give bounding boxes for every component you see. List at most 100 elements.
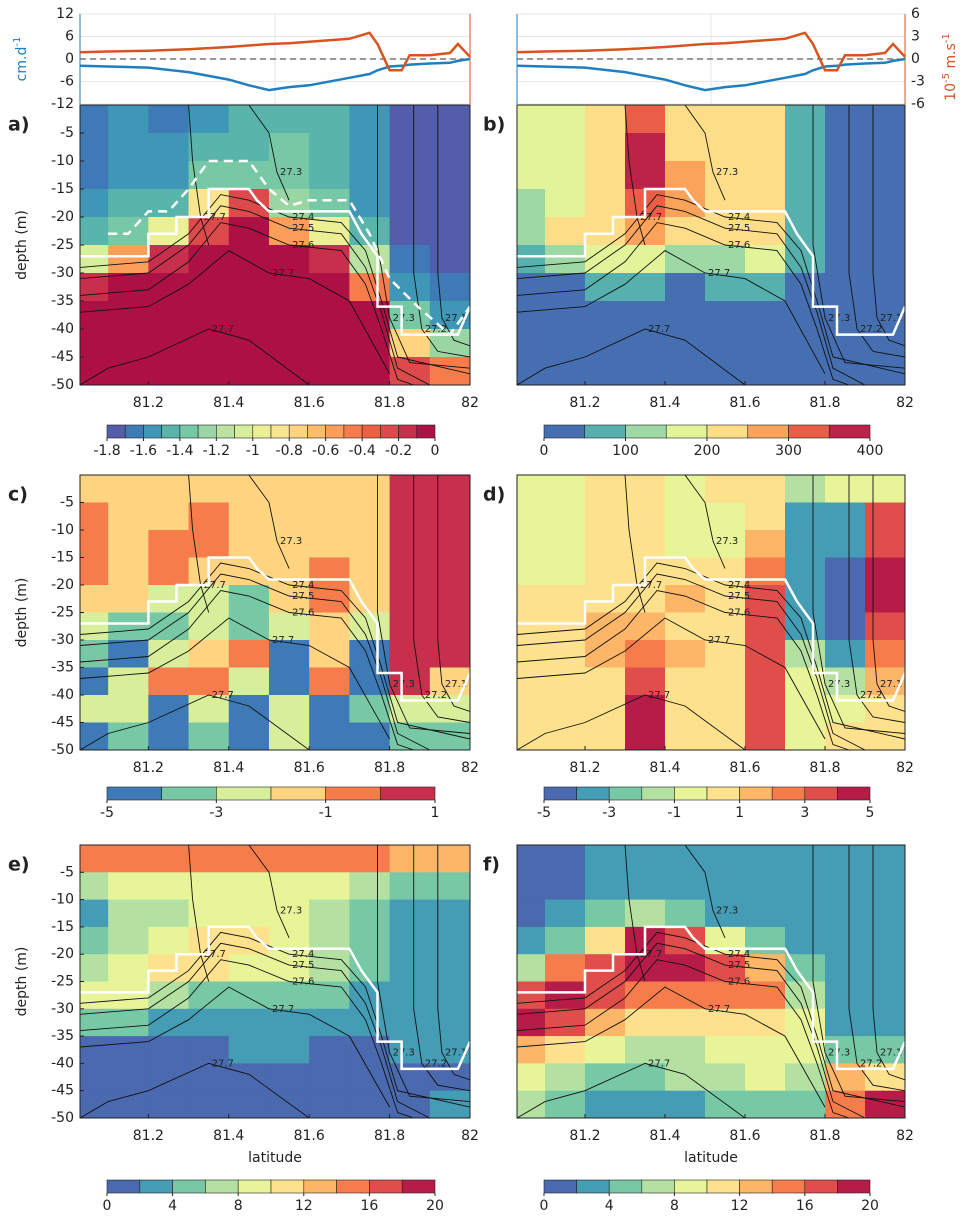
field-cell <box>825 557 866 586</box>
isopycnal-label: 27.5 <box>728 591 750 602</box>
field-cell <box>517 557 546 586</box>
field-cell <box>785 695 826 724</box>
colorbar-band <box>336 1179 370 1194</box>
field-cell <box>865 981 905 1010</box>
x-tick-label: 82 <box>461 760 479 776</box>
field-cell <box>665 217 706 246</box>
field-cell <box>349 899 391 928</box>
colorbar-band <box>307 424 326 439</box>
field-cell <box>349 722 391 750</box>
x-tick-label: 82 <box>896 760 914 776</box>
field-cell <box>389 872 431 901</box>
isopycnal-label: 27.3 <box>716 167 738 178</box>
colorbar-tick-label: 8 <box>670 1198 679 1214</box>
field-cell <box>228 301 270 330</box>
field-cell <box>665 357 706 385</box>
y2-tick-label: -6 <box>911 96 925 112</box>
field-cell <box>349 695 391 724</box>
field-cell <box>349 1036 391 1064</box>
field-cell <box>865 133 905 162</box>
isopycnal-label: 27.3 <box>280 536 302 547</box>
field-cell <box>389 530 431 559</box>
field-cell <box>108 357 149 385</box>
field-cell <box>309 189 350 218</box>
field-cell <box>785 981 826 1010</box>
field-cell <box>349 845 391 873</box>
field-cell <box>188 1036 230 1064</box>
field-cell <box>545 981 586 1010</box>
field-cell <box>825 245 866 274</box>
field-cell <box>785 105 826 134</box>
field-cell <box>665 926 706 955</box>
field-cell <box>429 357 470 385</box>
isopycnal <box>80 959 414 1118</box>
field-cell <box>585 585 626 614</box>
isopycnal-label: 27.7 <box>212 690 234 701</box>
colorbar-band <box>106 786 162 801</box>
isopycnal <box>517 1062 746 1118</box>
field-cell <box>825 357 866 385</box>
isopycnal-label: 27.6 <box>292 240 314 251</box>
field-cell <box>585 872 626 901</box>
field-cell <box>665 133 706 162</box>
field-cell <box>429 133 470 162</box>
y-tick-label: -30 <box>51 1001 74 1017</box>
field-cell <box>148 475 190 504</box>
field-cell <box>108 1063 149 1092</box>
field-cell <box>349 161 391 190</box>
colorbar-band <box>343 424 363 439</box>
field-cell <box>80 301 109 330</box>
field-cell <box>108 899 149 928</box>
field-cell <box>665 189 706 218</box>
field-cell <box>625 1063 666 1092</box>
isopycnal <box>517 573 866 750</box>
field-cell <box>545 161 586 190</box>
y-tick-label: -10 <box>51 892 74 908</box>
isopycnal <box>413 475 470 723</box>
field-cell <box>585 301 626 330</box>
field-cell <box>705 872 746 901</box>
field-cell <box>228 475 270 504</box>
field-cell <box>517 1063 546 1092</box>
y-tick-label: -40 <box>51 687 74 703</box>
isopycnal <box>517 562 905 740</box>
field-cell <box>705 217 746 246</box>
field-cell <box>545 273 586 302</box>
field-cell <box>309 1090 350 1118</box>
field-cell <box>825 722 866 750</box>
field-cell <box>268 245 310 274</box>
field-cell <box>585 189 626 218</box>
x-axis-label: latitude <box>248 1150 302 1166</box>
field-cell <box>80 557 109 586</box>
field-cell <box>148 329 190 358</box>
field-cell <box>825 1090 866 1118</box>
field-cell <box>665 667 706 696</box>
field-cell <box>545 301 586 330</box>
colorbar-band <box>216 424 235 439</box>
y-axis-label: depth (m) <box>14 578 30 648</box>
field-cell <box>865 954 905 983</box>
mixed-layer <box>517 187 905 336</box>
field-cell <box>545 189 586 218</box>
field-cell <box>625 475 666 504</box>
field-cell <box>625 585 666 614</box>
y-tick-label: -50 <box>51 377 74 393</box>
isopycnal <box>188 475 210 613</box>
field-cell <box>745 105 786 134</box>
field-cell <box>665 640 706 669</box>
plot-area: 27.127.2 27.3 27.3 27.7 27.427.5 27.6 27.7 27.7 <box>80 475 470 750</box>
field-cell <box>785 557 826 586</box>
field-cell <box>349 133 391 162</box>
field-cell <box>389 189 431 218</box>
isopycnal <box>80 205 431 385</box>
y-tick-label: -6 <box>60 74 74 90</box>
field-cell <box>188 640 230 669</box>
field-cell <box>108 557 149 586</box>
field-cell <box>228 133 270 162</box>
field-cell <box>429 845 470 873</box>
colorbar-band <box>172 1179 206 1194</box>
field-cell <box>785 845 826 873</box>
field-cell <box>389 954 431 983</box>
field-cell <box>349 329 391 358</box>
